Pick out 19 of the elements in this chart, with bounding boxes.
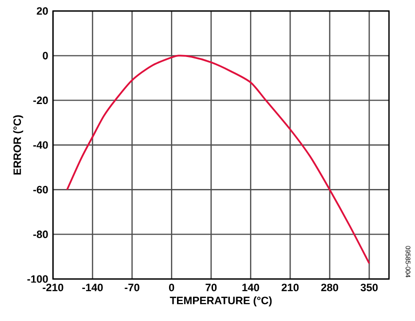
x-tick-label: -140 xyxy=(82,284,103,292)
x-tick-label: 70 xyxy=(206,284,217,292)
y-tick-label: 0 xyxy=(42,52,48,60)
x-tick-label: 350 xyxy=(360,284,378,292)
x-tick-label: 210 xyxy=(282,284,299,292)
y-tick-label: -80 xyxy=(33,230,48,238)
x-tick-label: 0 xyxy=(169,284,174,292)
y-tick-label: -100 xyxy=(27,275,48,283)
x-tick-label: 280 xyxy=(321,284,338,292)
y-axis-title: ERROR (°C) xyxy=(13,115,24,175)
y-tick-label: -60 xyxy=(33,186,48,194)
y-tick-label: -40 xyxy=(33,141,48,149)
y-tick-label: -20 xyxy=(33,96,48,104)
x-tick-label: -210 xyxy=(42,284,64,292)
x-axis-title: TEMPERATURE (°C) xyxy=(170,296,272,306)
line-series xyxy=(66,54,370,264)
x-tick-label: 140 xyxy=(242,284,260,292)
y-tick-label: 20 xyxy=(36,7,48,15)
x-tick-label: -70 xyxy=(124,284,140,292)
